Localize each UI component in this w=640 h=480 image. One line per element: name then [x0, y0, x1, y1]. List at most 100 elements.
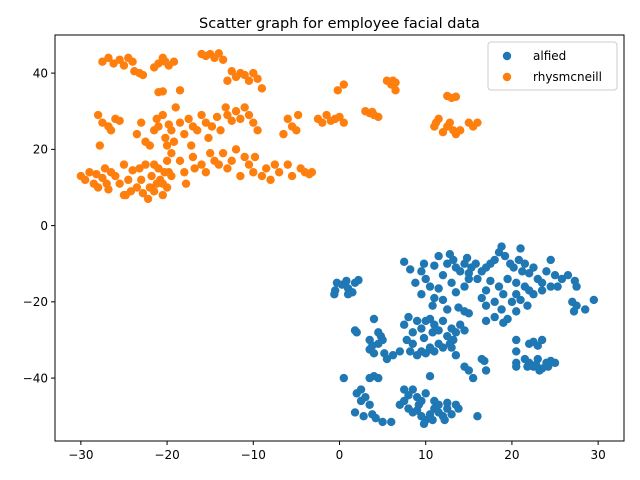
point-rhysmcneill-83 [218, 148, 228, 158]
point-alfied-34 [509, 263, 518, 272]
point-rhysmcneill-84 [223, 164, 232, 173]
point-rhysmcneill-85 [227, 156, 236, 165]
point-alfied-55 [473, 274, 482, 284]
point-rhysmcneill-109 [292, 126, 301, 135]
point-rhysmcneill-56 [167, 126, 176, 135]
point-alfied-36 [518, 267, 527, 276]
point-rhysmcneill-96 [274, 168, 284, 177]
point-alfied-171 [339, 373, 349, 383]
point-rhysmcneill-10 [104, 185, 113, 194]
x-tick-label-5: 20 [504, 448, 519, 462]
point-rhysmcneill-120 [335, 112, 344, 122]
point-alfied-50 [572, 282, 581, 291]
point-alfied-15 [434, 251, 443, 261]
point-alfied-155 [533, 341, 542, 350]
point-rhysmcneill-86 [231, 145, 241, 154]
point-alfied-134 [374, 339, 383, 348]
point-rhysmcneill-148 [214, 49, 223, 58]
point-rhysmcneill-71 [221, 103, 230, 112]
point-rhysmcneill-117 [322, 110, 331, 120]
point-alfied-58 [494, 282, 504, 291]
point-alfied-97 [499, 318, 508, 328]
point-alfied-94 [481, 316, 491, 326]
point-alfied-169 [535, 366, 544, 375]
x-tick-label-4: 10 [418, 448, 433, 462]
point-alfied-123 [405, 347, 415, 356]
point-alfied-210 [428, 415, 437, 425]
point-rhysmcneill-156 [253, 74, 262, 84]
point-alfied-70 [411, 278, 420, 287]
point-rhysmcneill-38 [93, 110, 103, 120]
point-alfied-31 [497, 242, 506, 251]
point-rhysmcneill-41 [106, 126, 116, 135]
point-alfied-46 [553, 282, 562, 291]
point-alfied-111 [451, 328, 461, 337]
point-alfied-98 [399, 320, 409, 329]
point-rhysmcneill-43 [115, 116, 124, 125]
point-alfied-22 [462, 253, 472, 263]
point-alfied-120 [419, 333, 429, 343]
point-rhysmcneill-172 [438, 128, 448, 137]
point-alfied-92 [581, 305, 590, 314]
point-rhysmcneill-1 [80, 175, 90, 185]
point-alfied-43 [542, 267, 551, 276]
legend-marker-alfied [502, 51, 512, 61]
point-alfied-151 [512, 335, 521, 345]
point-alfied-100 [408, 328, 417, 337]
point-alfied-86 [454, 303, 463, 312]
x-tick-label-0: −30 [68, 448, 93, 462]
point-rhysmcneill-79 [253, 126, 262, 135]
point-rhysmcneill-59 [175, 118, 185, 127]
point-alfied-53 [460, 282, 469, 291]
point-rhysmcneill-64 [193, 126, 202, 135]
point-rhysmcneill-54 [162, 141, 172, 150]
point-alfied-79 [497, 305, 506, 314]
point-rhysmcneill-101 [190, 164, 199, 173]
point-alfied-68 [451, 288, 461, 297]
axes: −30 −20 −10 0 10 20 30 −40 −20 0 20 40 [23, 34, 625, 462]
point-rhysmcneill-100 [181, 179, 191, 188]
point-rhysmcneill-169 [391, 86, 400, 95]
series-marks [76, 49, 599, 429]
point-alfied-80 [507, 297, 517, 307]
plot-frame [54, 34, 625, 442]
point-alfied-146 [464, 366, 474, 375]
point-rhysmcneill-90 [249, 168, 258, 177]
point-rhysmcneill-20 [141, 160, 150, 169]
point-rhysmcneill-157 [257, 84, 267, 93]
point-rhysmcneill-67 [204, 133, 213, 143]
point-alfied-188 [359, 412, 368, 421]
point-alfied-18 [449, 255, 458, 265]
point-alfied-180 [399, 385, 409, 394]
point-alfied-75 [438, 295, 448, 305]
point-alfied-142 [425, 345, 435, 354]
point-alfied-143 [447, 343, 456, 352]
point-rhysmcneill-15 [124, 175, 133, 185]
point-rhysmcneill-127 [104, 53, 113, 63]
legend-label-alfied: alfied [533, 49, 566, 63]
point-alfied-214 [414, 400, 424, 409]
point-alfied-173 [356, 385, 366, 394]
point-rhysmcneill-34 [138, 189, 148, 198]
point-rhysmcneill-61 [184, 114, 193, 124]
point-alfied-38 [520, 259, 530, 268]
point-alfied-101 [412, 316, 422, 326]
y-tick-label-0: −40 [23, 371, 48, 385]
point-alfied-11 [405, 265, 415, 274]
point-alfied-51 [438, 270, 448, 280]
point-alfied-138 [380, 349, 389, 358]
point-alfied-67 [546, 282, 555, 291]
point-alfied-14 [430, 261, 439, 270]
point-alfied-60 [503, 274, 512, 284]
point-rhysmcneill-142 [175, 86, 185, 95]
point-rhysmcneill-76 [240, 103, 249, 112]
point-alfied-130 [369, 349, 379, 358]
point-alfied-182 [408, 385, 417, 394]
point-alfied-44 [546, 255, 555, 265]
point-rhysmcneill-57 [171, 103, 180, 112]
point-alfied-152 [512, 347, 521, 356]
point-alfied-156 [537, 335, 547, 345]
point-alfied-62 [512, 290, 521, 299]
point-alfied-66 [537, 286, 547, 295]
